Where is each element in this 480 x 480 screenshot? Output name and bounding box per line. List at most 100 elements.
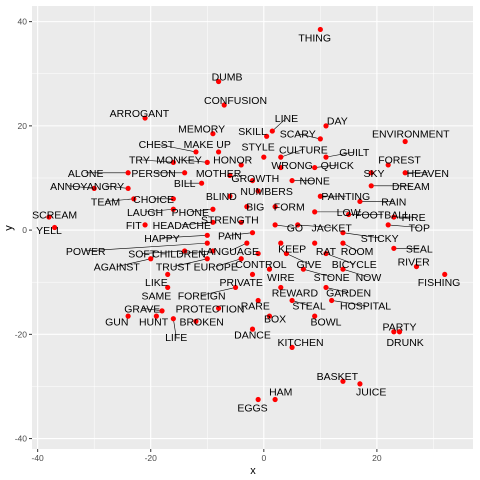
data-point xyxy=(142,222,148,228)
data-point xyxy=(52,224,58,231)
data-point xyxy=(244,204,250,210)
data-point xyxy=(170,159,176,165)
data-label: TOP xyxy=(409,223,430,235)
data-point xyxy=(340,240,346,246)
leader-line xyxy=(342,232,380,239)
leader-line xyxy=(297,133,321,140)
data-label: HUNT xyxy=(139,316,169,328)
data-label: STYLE xyxy=(242,142,275,154)
data-point xyxy=(255,250,261,257)
data-point xyxy=(272,204,278,210)
leader-line xyxy=(229,242,247,252)
data-label: TEAM xyxy=(91,196,120,208)
data-label: BROKEN xyxy=(179,316,223,328)
data-label: KEEP xyxy=(278,243,306,255)
leader-line xyxy=(142,250,185,254)
data-label: NUMBERS xyxy=(240,186,293,198)
data-label: BIG xyxy=(246,202,264,214)
data-point xyxy=(340,266,346,272)
leader-line xyxy=(116,258,151,267)
leader-line xyxy=(325,151,355,158)
leader-line xyxy=(156,143,197,153)
data-point xyxy=(368,170,374,176)
y-tick-label: 20 xyxy=(18,121,28,131)
data-point xyxy=(300,266,306,272)
data-label: RAIN xyxy=(381,196,406,208)
y-tick-label: -20 xyxy=(15,329,28,339)
data-point xyxy=(249,230,256,236)
data-point xyxy=(323,123,329,129)
leader-line xyxy=(325,287,349,293)
data-label: MONKEY xyxy=(156,155,202,167)
data-point xyxy=(442,271,448,278)
y-axis-title: y xyxy=(3,225,15,231)
data-point xyxy=(385,222,391,228)
leader-line xyxy=(178,159,208,163)
data-point xyxy=(249,271,256,278)
data-point xyxy=(278,240,284,246)
data-point xyxy=(199,180,205,186)
data-label: THING xyxy=(298,32,331,44)
data-point xyxy=(391,329,397,335)
data-label: CHILDREN xyxy=(152,249,206,261)
leader-line xyxy=(142,307,163,312)
data-point xyxy=(131,196,137,202)
data-point xyxy=(204,232,210,238)
data-label: GIVE xyxy=(296,259,321,271)
data-point xyxy=(283,250,290,257)
data-label: TRUST xyxy=(156,262,192,274)
data-label: PAINTING xyxy=(321,191,370,203)
data-point xyxy=(227,193,233,199)
data-label: RIVER xyxy=(398,256,431,268)
data-point xyxy=(170,206,176,212)
data-label: BASKET xyxy=(317,371,359,383)
data-point xyxy=(193,149,199,155)
data-label: JACKET xyxy=(312,223,353,235)
x-tick-label: -20 xyxy=(145,453,158,463)
leader-line xyxy=(314,164,338,168)
data-point xyxy=(210,206,216,212)
data-label: SCREAM xyxy=(32,209,77,221)
data-label: KITCHEN xyxy=(278,337,324,349)
data-point xyxy=(391,214,397,220)
data-point xyxy=(295,222,301,228)
data-label: STRENGTH xyxy=(201,215,259,227)
data-point xyxy=(165,284,171,291)
data-point xyxy=(232,284,239,291)
data-label: FIT xyxy=(126,220,142,232)
data-point xyxy=(357,198,363,205)
data-point xyxy=(255,396,261,403)
leader-line xyxy=(190,208,213,213)
data-label: HAM xyxy=(269,387,292,399)
data-label: BLIND xyxy=(206,191,237,203)
data-point xyxy=(249,326,256,332)
x-tick-label: 20 xyxy=(372,453,382,463)
data-point xyxy=(238,256,244,262)
data-point xyxy=(210,219,216,225)
data-point xyxy=(193,318,199,324)
data-point xyxy=(329,297,335,304)
data-point xyxy=(125,170,131,176)
data-point xyxy=(215,149,222,155)
data-point xyxy=(269,128,275,134)
data-label: LAUGH xyxy=(127,207,163,219)
data-label: GRAVE xyxy=(124,303,160,315)
data-label: ENVIRONMENT xyxy=(372,129,450,141)
data-label: GROWTH xyxy=(231,173,279,185)
data-point xyxy=(385,162,391,168)
data-label: LIKE xyxy=(145,277,168,289)
data-point xyxy=(255,297,261,304)
data-label: GUN xyxy=(105,316,128,328)
data-point xyxy=(368,183,374,189)
data-point xyxy=(323,154,329,160)
x-tick-label: 0 xyxy=(261,453,266,463)
data-label: PERSON xyxy=(131,168,175,180)
leader-line xyxy=(388,224,420,228)
leader-line xyxy=(201,287,236,296)
data-label: NOW xyxy=(356,272,382,284)
data-point xyxy=(391,245,397,251)
data-label: SAME xyxy=(142,290,172,302)
data-label: BICYCLE xyxy=(332,259,377,271)
data-point xyxy=(238,219,244,225)
x-tick-label: -40 xyxy=(32,453,45,463)
